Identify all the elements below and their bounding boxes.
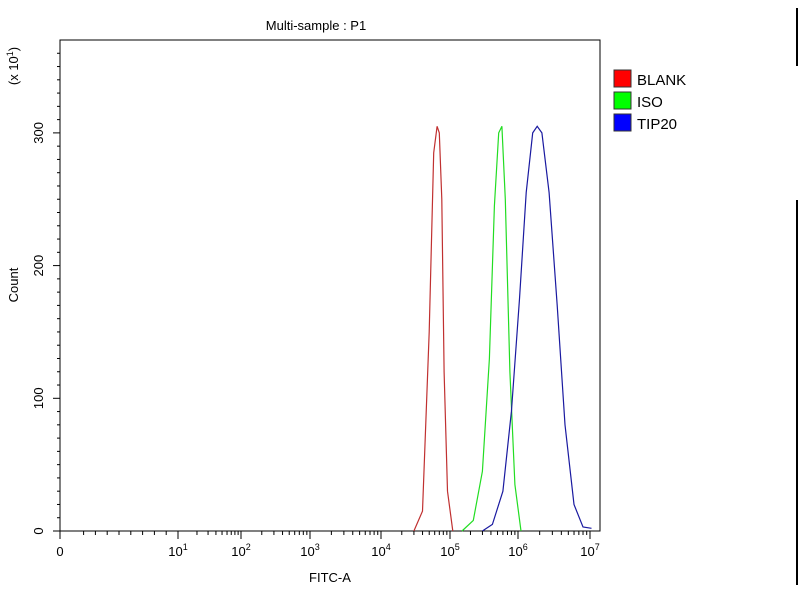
legend-label-iso: ISO xyxy=(637,94,663,111)
legend-label-tip20: TIP20 xyxy=(637,116,677,133)
y-tick-label: 200 xyxy=(31,255,46,277)
legend-swatch-blank xyxy=(613,69,632,88)
plot-area xyxy=(59,39,601,532)
y-axis-label: Count xyxy=(6,267,21,302)
x-tick-label: 106 xyxy=(508,542,527,559)
y-tick-label: 0 xyxy=(31,527,46,534)
x-tick-label: 107 xyxy=(580,542,599,559)
x-tick-label: 102 xyxy=(231,542,250,559)
x-tick-label: 104 xyxy=(371,542,390,559)
x-tick-label: 103 xyxy=(300,542,319,559)
y-multiplier-label: (x 101) xyxy=(5,47,21,85)
legend-label-blank: BLANK xyxy=(637,72,686,89)
x-tick-label: 105 xyxy=(440,542,459,559)
x-tick-label: 0 xyxy=(56,544,63,559)
x-axis-label: FITC-A xyxy=(309,570,351,585)
series-line-blank xyxy=(413,126,454,532)
series-line-tip20 xyxy=(482,125,592,532)
y-axis: 0 100 200 300 xyxy=(31,52,60,535)
y-tick-label: 300 xyxy=(31,122,46,144)
legend-swatch-tip20 xyxy=(613,113,632,132)
x-tick-label: 101 xyxy=(168,542,187,559)
y-tick-label: 100 xyxy=(31,387,46,409)
legend: BLANK ISO TIP20 xyxy=(613,69,686,133)
legend-swatch-iso xyxy=(613,91,632,110)
x-axis: 0 101 102 103 104 105 106 107 xyxy=(56,531,600,559)
plot-lines xyxy=(413,125,592,532)
chart-title: Multi-sample : P1 xyxy=(266,18,366,33)
